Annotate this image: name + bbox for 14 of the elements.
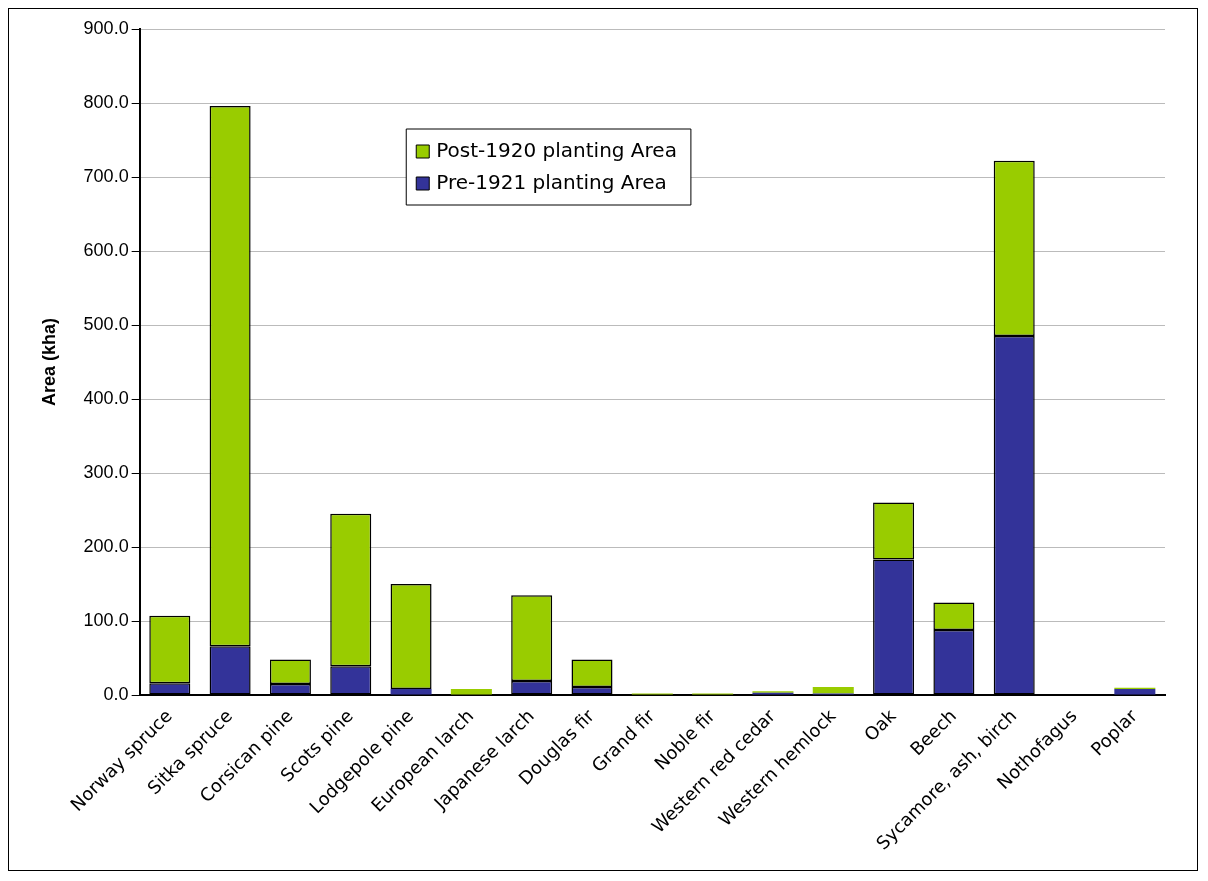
y-tick-label: 0.0	[103, 684, 129, 704]
y-tick-label: 500.0	[83, 313, 129, 334]
y-tick-label: 400.0	[83, 387, 129, 408]
legend-label: Post-1920 planting Area	[436, 138, 677, 163]
y-tick-label: 800.0	[83, 91, 129, 112]
y-tick-label: 200.0	[83, 535, 129, 556]
legend-label: Pre-1921 planting Area	[436, 170, 667, 195]
y-tick-label: 700.0	[83, 165, 129, 186]
y-tick-label: 100.0	[83, 610, 129, 630]
y-tick-label: 900.0	[83, 17, 129, 38]
y-tick-label: 600.0	[83, 239, 129, 260]
y-axis-title: Area (kha)	[38, 318, 59, 407]
x-tick-label: Oak	[859, 704, 901, 745]
y-tick-label: 300.0	[83, 461, 129, 482]
